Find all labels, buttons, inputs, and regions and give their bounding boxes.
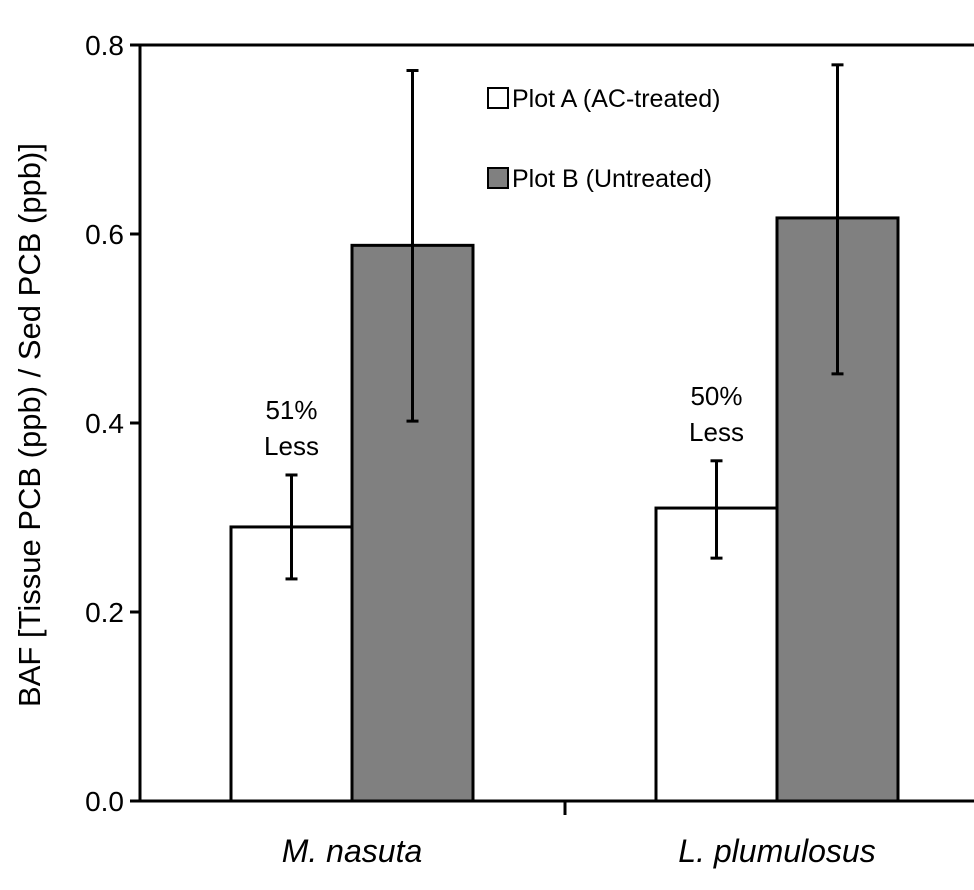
- y-tick-label: 0.4: [85, 408, 124, 439]
- legend-label: Plot B (Untreated): [512, 165, 712, 193]
- bars: [229, 216, 900, 803]
- legend-swatch: [487, 167, 509, 189]
- legend: Plot A (AC-treated) Plot B (Untreated): [487, 85, 720, 193]
- legend-swatch: [487, 87, 509, 109]
- y-tick-label: 0.0: [85, 786, 124, 817]
- error-bars: [285, 63, 844, 581]
- annotation-text: Less: [264, 431, 319, 461]
- x-category-label: L. plumulosus: [678, 833, 875, 869]
- x-category-label: M. nasuta: [282, 833, 423, 869]
- y-tick-label: 0.2: [85, 597, 124, 628]
- annotations: 51% Less 50% Less: [264, 381, 744, 461]
- y-tick-label: 0.8: [85, 30, 124, 61]
- annotation-text: 50%: [690, 381, 742, 411]
- annotation-text: Less: [689, 417, 744, 447]
- legend-label: Plot A (AC-treated): [512, 85, 720, 113]
- y-axis-label-group: BAF [Tissue PCB (ppb) / Sed PCB (ppb)]: [12, 143, 47, 707]
- annotation-text: 51%: [265, 395, 317, 425]
- y-axis-label: BAF [Tissue PCB (ppb) / Sed PCB (ppb)]: [12, 143, 47, 707]
- y-tick-label: 0.6: [85, 219, 124, 250]
